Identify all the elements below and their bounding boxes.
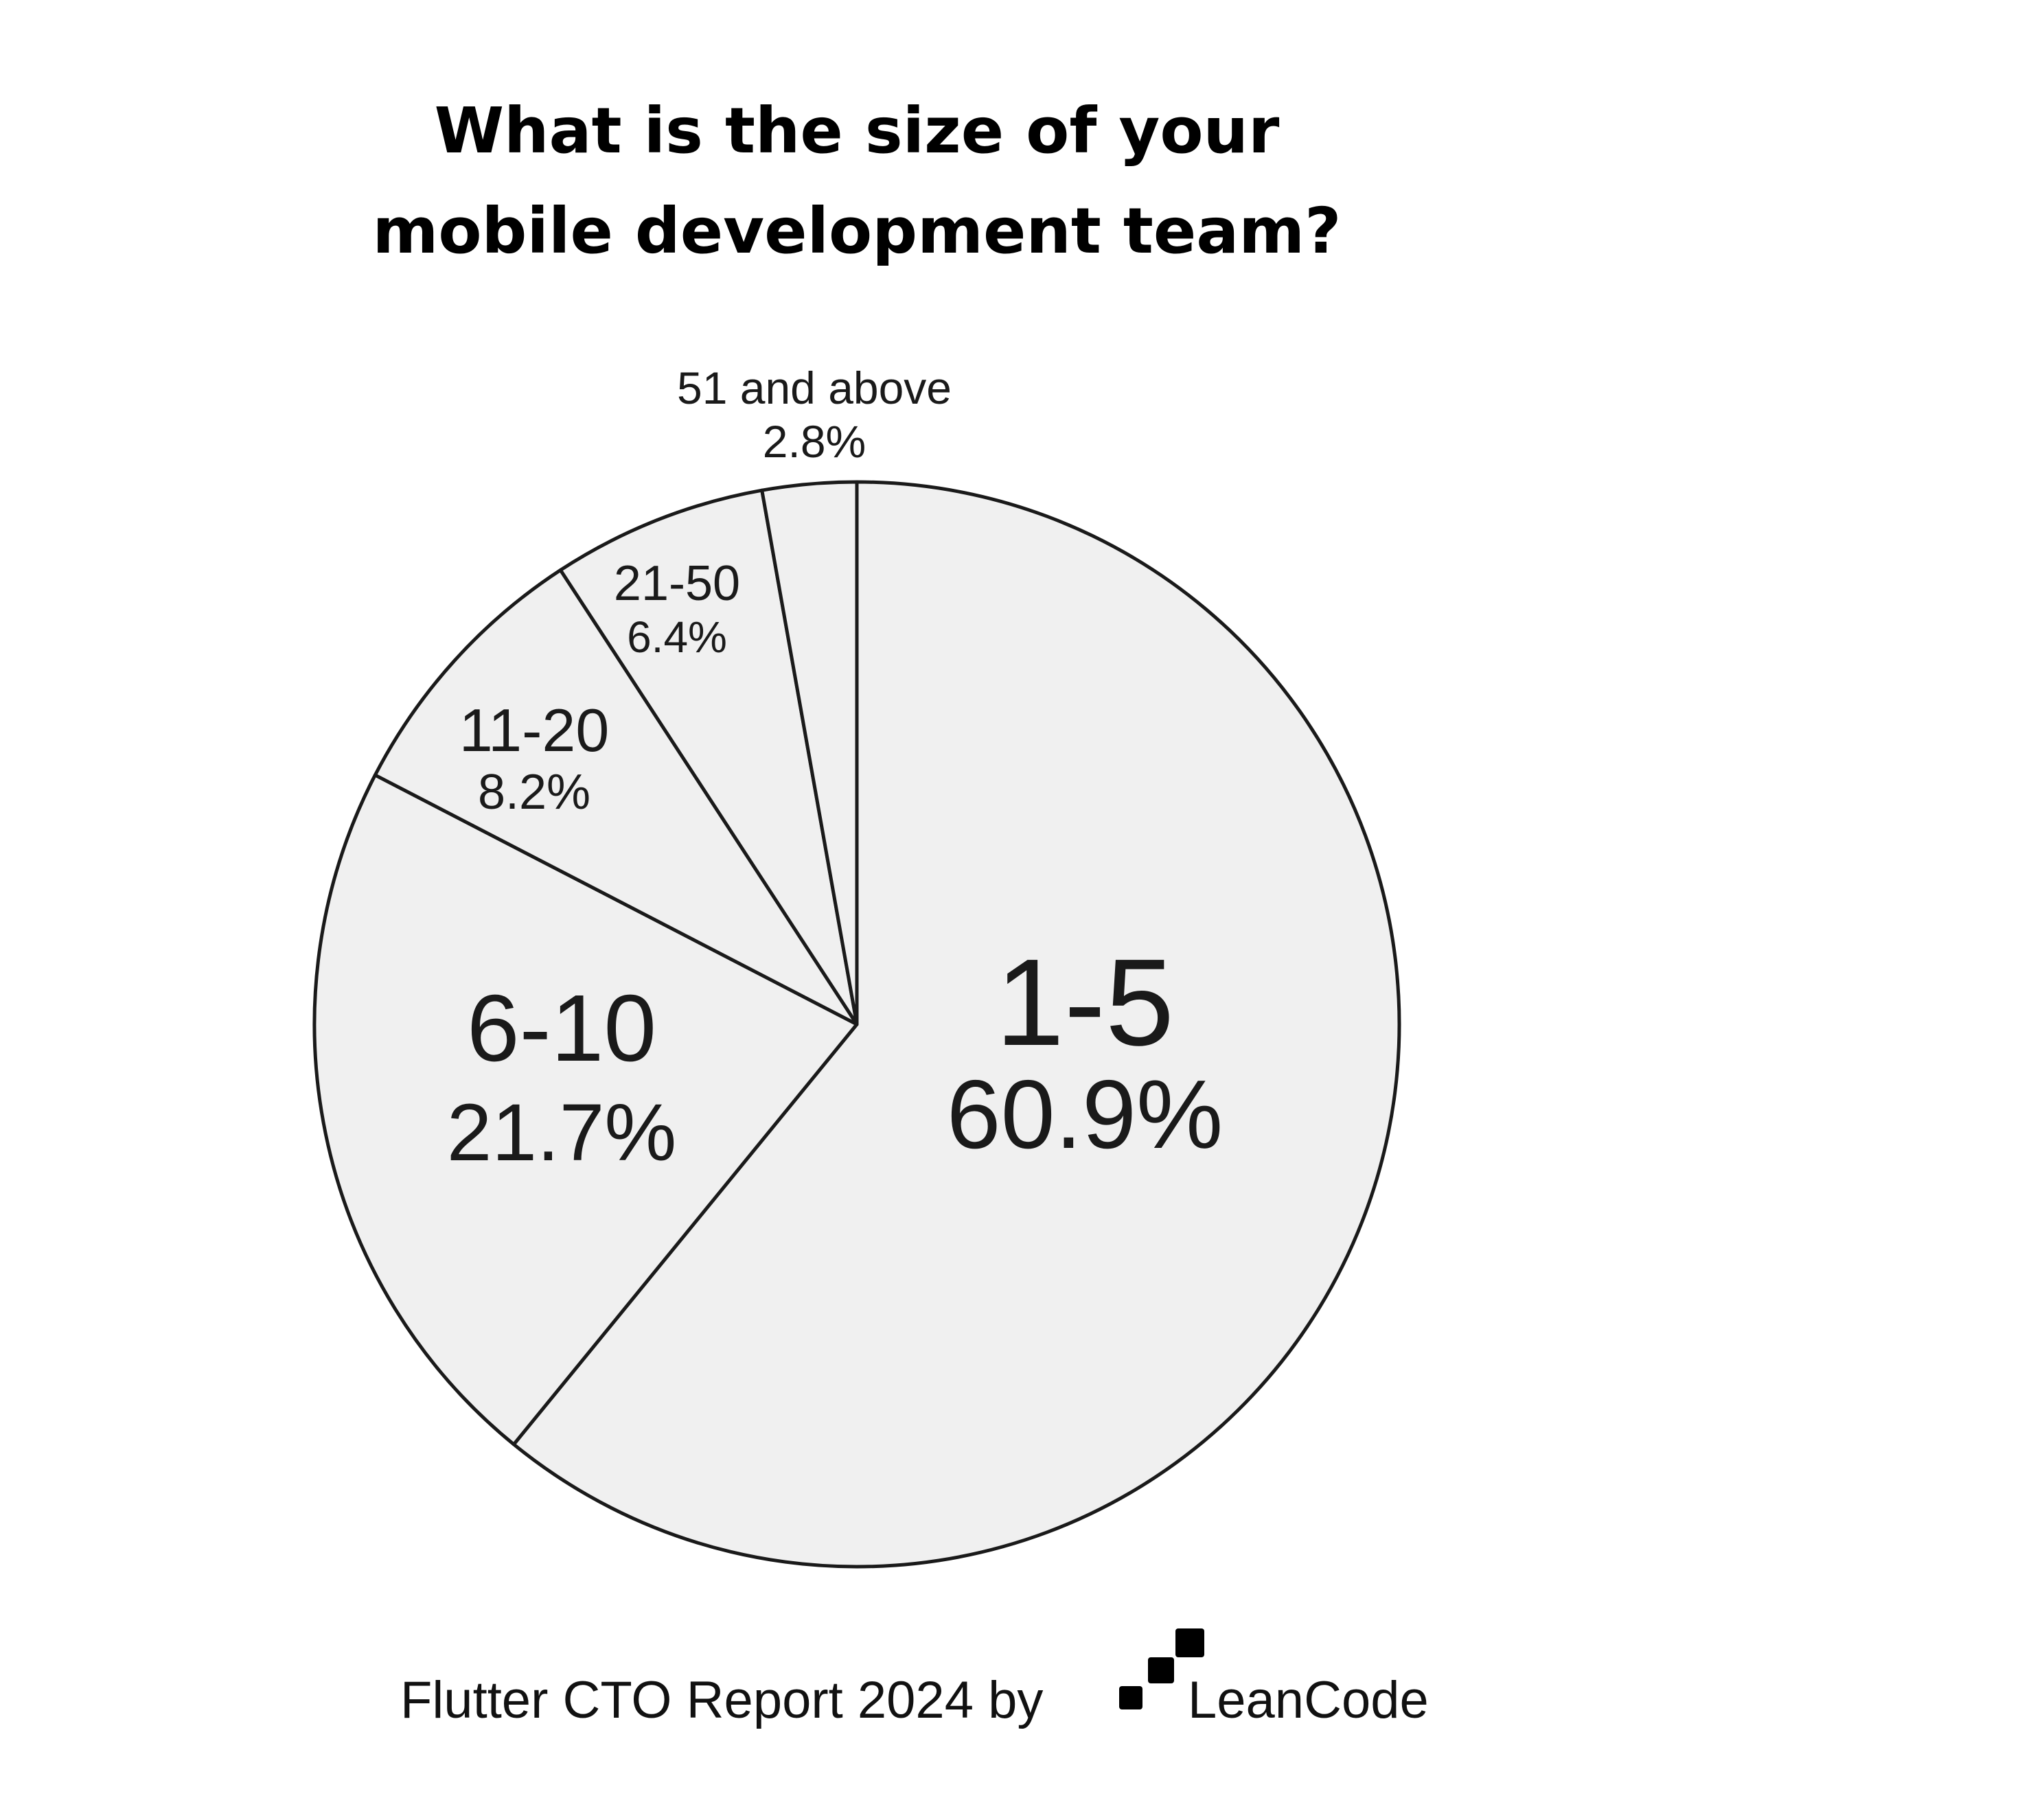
footer-text: Flutter CTO Report 2024 by [400, 1671, 1043, 1729]
pie-slice-51-and-above [760, 480, 859, 1026]
pie-slice-11-20 [373, 568, 859, 1026]
slice-label: 11-20 [459, 696, 610, 764]
slice-label: 21-50 [614, 556, 740, 611]
pie-slices [312, 480, 1401, 1569]
pie-slice-1-5 [512, 480, 1401, 1569]
slice-value-label: 8.2% [478, 765, 590, 820]
footer-brand: LeanCode [1188, 1671, 1429, 1729]
chart-title-line-2: mobile development team? [372, 194, 1341, 268]
leancode-logo-icon [1119, 1628, 1204, 1709]
slice-label: 1-5 [996, 934, 1174, 1072]
slice-label: 6-10 [467, 976, 656, 1081]
footer: Flutter CTO Report 2024 by LeanCode [400, 1628, 1429, 1729]
slice-value-label: 60.9% [947, 1060, 1224, 1169]
slice-value-label: 21.7% [447, 1087, 677, 1178]
chart-title-line-1: What is the size of your [435, 94, 1280, 168]
slice-label: 51 and above [677, 362, 952, 413]
slice-value-label: 2.8% [763, 416, 866, 467]
slice-value-label: 6.4% [627, 612, 727, 662]
pie-slice-21-50 [558, 488, 859, 1026]
pie-slice-6-10 [312, 773, 859, 1447]
